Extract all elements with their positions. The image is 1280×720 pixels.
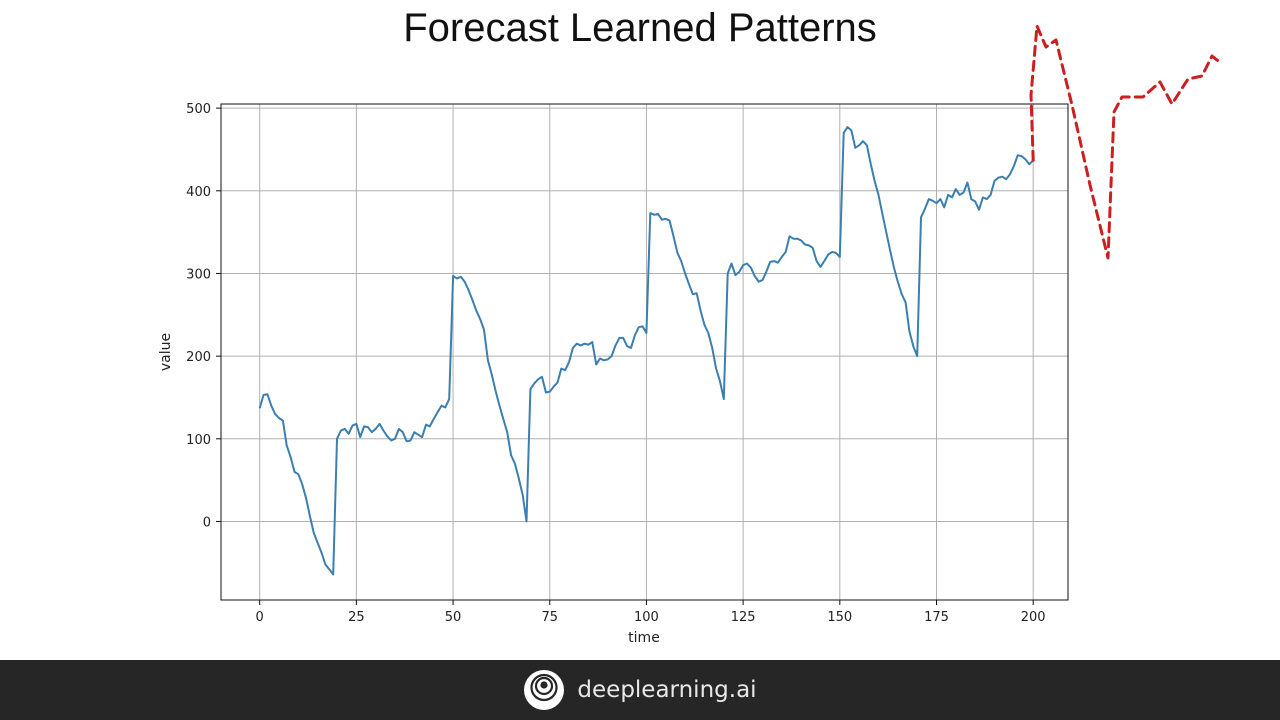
forecast-dashed-line xyxy=(1029,24,1224,260)
y-tick-label: 100 xyxy=(186,433,211,448)
forecast-annotation-layer xyxy=(1029,24,1224,260)
series-line-0 xyxy=(258,126,1034,576)
forecast-line-chart: 0 25 50 75 100 125 150 175 200 0 100 200 300 400 500 t… xyxy=(158,24,1224,646)
x-tick-label: 200 xyxy=(1021,610,1046,625)
footer-bar: deeplearning.ai xyxy=(0,660,1280,720)
y-tick-label: 500 xyxy=(186,102,211,117)
x-tick-label: 0 xyxy=(256,610,264,625)
x-tick-label: 50 xyxy=(445,610,462,625)
grid-lines xyxy=(221,104,1068,600)
x-tick-label: 100 xyxy=(634,610,659,625)
x-tick-label: 150 xyxy=(827,610,852,625)
x-tick-label: 25 xyxy=(348,610,365,625)
y-axis-label: value xyxy=(158,333,174,371)
x-axis-label: time xyxy=(628,630,660,646)
y-tick-label: 300 xyxy=(186,267,211,282)
y-tick-label: 0 xyxy=(203,515,211,530)
y-tick-label: 400 xyxy=(186,185,211,200)
slide-title: Forecast Learned Patterns xyxy=(403,6,877,50)
x-tick-label: 175 xyxy=(924,610,949,625)
brand: deeplearning.ai xyxy=(523,669,757,711)
axis-ticks: 0 25 50 75 100 125 150 175 200 0 100 200 300 400 500 xyxy=(186,102,1045,625)
series-layer xyxy=(258,126,1034,576)
y-tick-label: 200 xyxy=(186,350,211,365)
brand-name: deeplearning.ai xyxy=(577,677,757,703)
x-tick-label: 75 xyxy=(541,610,558,625)
x-tick-label: 125 xyxy=(731,610,756,625)
deeplearning-ai-logo-icon xyxy=(524,670,565,710)
plot-frame xyxy=(220,103,1069,601)
